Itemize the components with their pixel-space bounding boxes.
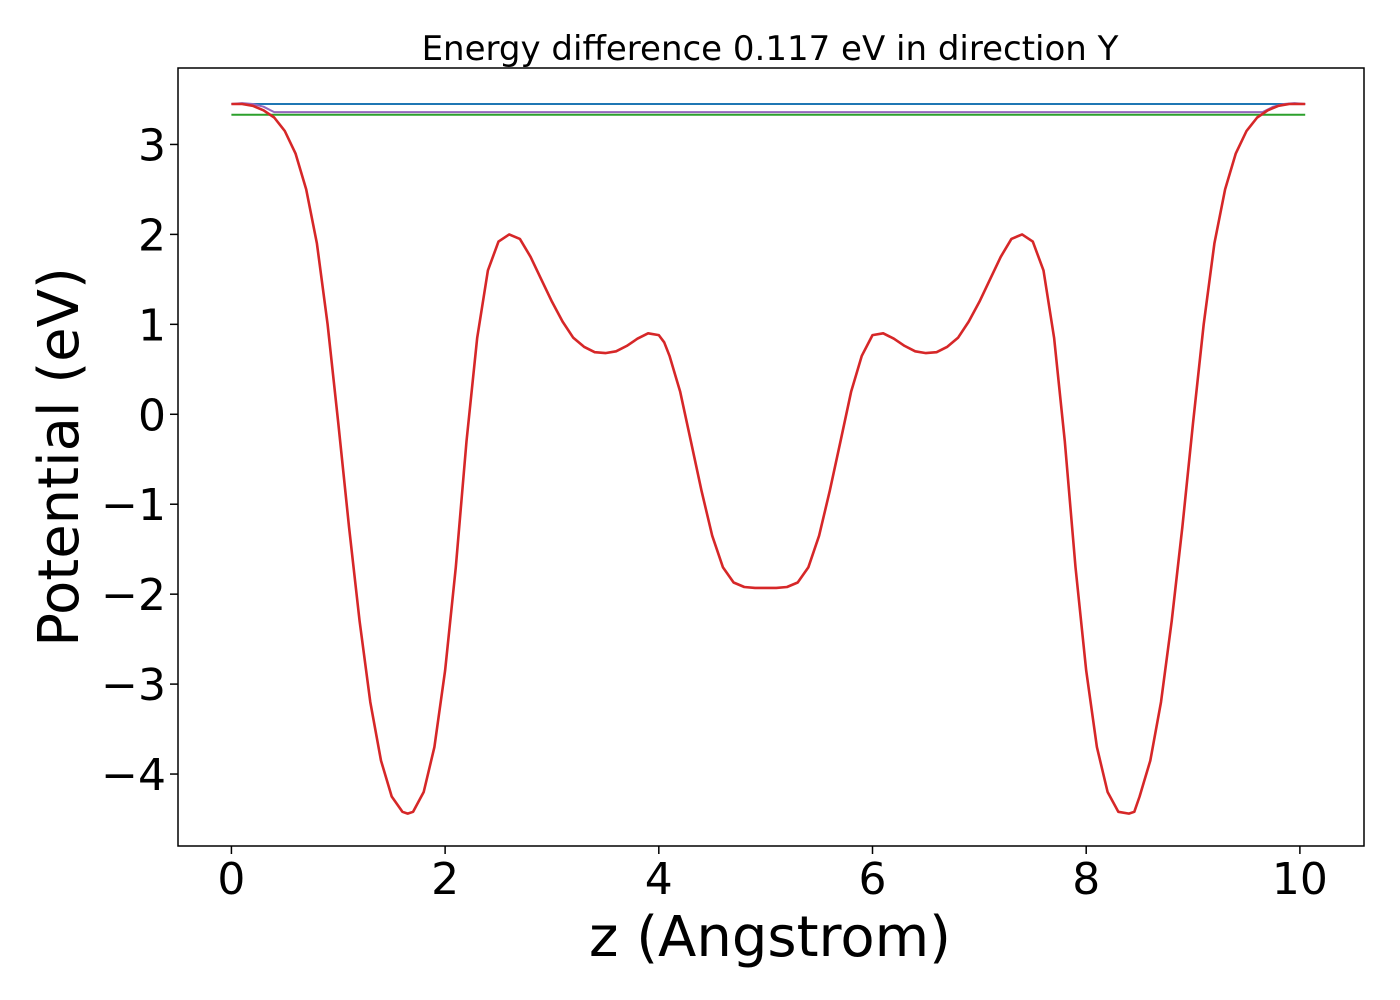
x-tick-label: 6 [859,854,887,905]
series-layer [231,102,1306,815]
y-tick-label: 1 [138,300,166,351]
x-axis-label: z (Angstrom) [589,905,951,970]
plot-frame [177,67,1365,847]
x-tick-label: 0 [217,854,245,905]
x-tick-label: 2 [431,854,459,905]
x-tick-label: 10 [1272,854,1328,905]
y-tick-label: −1 [101,480,166,531]
chart-title: Energy difference 0.117 eV in direction … [422,29,1119,69]
x-axis-ticks: 0 2 4 6 8 10 [217,846,1328,905]
x-tick-label: 8 [1072,854,1100,905]
y-axis-label: Potential (eV) [27,267,92,647]
y-tick-label: 0 [138,390,166,441]
y-tick-label: −3 [101,660,166,711]
series-line-3 [231,102,1306,815]
y-tick-label: 3 [138,120,166,171]
x-tick-label: 4 [645,854,673,905]
y-tick-label: −4 [101,750,166,801]
y-tick-label: 2 [138,210,166,261]
y-axis-ticks: −4 −3 −2 −1 0 1 2 3 [101,120,178,801]
y-tick-label: −2 [101,570,166,621]
